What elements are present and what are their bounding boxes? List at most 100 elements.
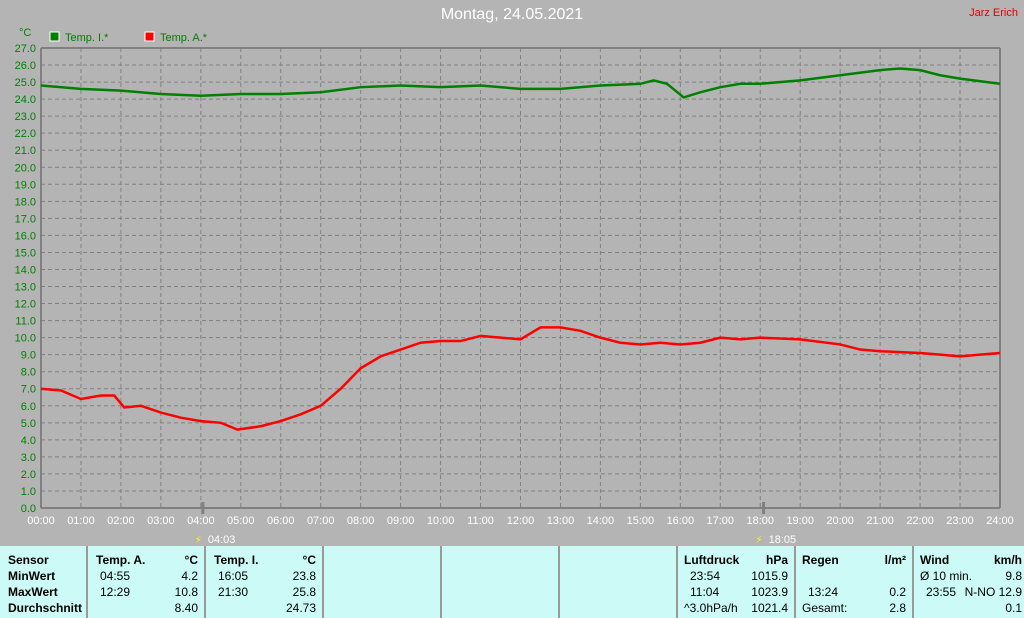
y-tick-label: 5.0 [21, 418, 36, 430]
y-tick-label: 9.0 [21, 350, 36, 362]
temp-a-avg: 8.40 [174, 601, 198, 615]
x-tick-label: 06:00 [267, 515, 295, 527]
x-tick-label: 05:00 [227, 515, 255, 527]
wind-column: Wind km/h Ø 10 min. 9.8 23:55 N-NO 12.9 0.1 [914, 546, 1024, 618]
y-axis-unit: °C [19, 27, 31, 39]
y-tick-label: 0.0 [21, 503, 36, 515]
pressure-min-time: 23:54 [690, 569, 721, 583]
legend-swatch [49, 31, 60, 42]
y-tick-label: 8.0 [21, 367, 36, 379]
author-label: Jarz Erich [969, 7, 1018, 19]
wind-avg: 9.8 [1005, 569, 1022, 583]
temp-a-min-time: 04:55 [100, 569, 131, 583]
temp-i-header: Temp. I. [214, 553, 259, 567]
y-tick-label: 23.0 [15, 111, 36, 123]
x-tick-label: 07:00 [307, 515, 335, 527]
empty-column [442, 546, 560, 618]
y-tick-label: 27.0 [15, 43, 36, 55]
max-label: MaxWert [8, 585, 58, 599]
x-tick-label: 22:00 [906, 515, 934, 527]
x-tick-label: 17:00 [707, 515, 735, 527]
x-tick-label: 03:00 [147, 515, 175, 527]
y-tick-label: 10.0 [15, 333, 36, 345]
x-tick-label: 14:00 [587, 515, 615, 527]
avg-label: Durchschnitt [8, 601, 83, 615]
wind-max: N-NO 12.9 [964, 585, 1022, 599]
temperature-chart: 0.0 1.0 2.0 3.0 4.0 5.0 6.0 7.0 8.0 9.0 10.0 11.0 12… [15, 27, 1014, 546]
y-tick-label: 16.0 [15, 230, 36, 242]
pressure-trend: ^3.0hPa/h [684, 601, 738, 615]
temp-i-column: Temp. I. °C 16:05 23.8 21:30 25.8 24.73 [206, 546, 324, 618]
temp-a-header: Temp. A. [96, 553, 146, 567]
y-tick-label: 11.0 [15, 316, 36, 328]
rain-unit: l/m² [884, 553, 906, 567]
sunrise-icon: ⚡ [195, 535, 202, 546]
x-tick-label: 11:00 [467, 515, 494, 527]
temp-i-min: 23.8 [292, 569, 316, 583]
pressure-current: 1021.4 [751, 601, 788, 615]
y-tick-label: 17.0 [15, 213, 36, 225]
series-line-temp-a [40, 326, 1001, 431]
series-line-temp-i [40, 67, 1001, 99]
x-tick-label: 00:00 [27, 515, 55, 527]
rain-total: 2.8 [889, 601, 906, 615]
temp-i-max-time: 21:30 [218, 585, 249, 599]
temp-i-max: 25.8 [292, 585, 316, 599]
stats-table: Sensor MinWert MaxWert Durchschnitt Temp… [0, 546, 1024, 618]
pressure-min: 1015.9 [751, 569, 788, 583]
min-label: MinWert [8, 569, 56, 583]
empty-column [560, 546, 678, 618]
pressure-column: Luftdruck hPa 23:54 1015.9 11:04 1023.9 ^3.… [678, 546, 796, 618]
temp-i-unit: °C [302, 553, 316, 567]
pressure-unit: hPa [765, 553, 788, 567]
sensor-column: Sensor MinWert MaxWert Durchschnitt [0, 546, 88, 618]
legend-swatch [144, 31, 155, 42]
y-tick-label: 26.0 [15, 60, 36, 72]
temp-i-min-time: 16:05 [218, 569, 249, 583]
rain-column: Regen l/m² 13:24 0.2 Gesamt: 2.8 [796, 546, 914, 618]
x-tick-label: 21:00 [866, 515, 894, 527]
temp-a-column: Temp. A. °C 04:55 4.2 12:29 10.8 8.40 [88, 546, 206, 618]
y-tick-label: 15.0 [15, 247, 36, 259]
y-tick-label: 3.0 [21, 452, 36, 464]
y-tick-label: 12.0 [15, 299, 36, 311]
x-tick-label: 08:00 [347, 515, 375, 527]
y-tick-label: 25.0 [15, 77, 36, 89]
wind-max-time: 23:55 [926, 585, 957, 599]
x-tick-label: 16:00 [667, 515, 695, 527]
y-tick-label: 14.0 [15, 264, 36, 276]
temp-a-max: 10.8 [174, 585, 198, 599]
x-tick-label: 18:00 [746, 515, 774, 527]
wind-current: 0.1 [1005, 601, 1022, 615]
x-tick-label: 15:00 [627, 515, 655, 527]
y-tick-label: 1.0 [21, 486, 36, 498]
temp-a-max-time: 12:29 [100, 585, 131, 599]
wind-header: Wind [920, 553, 950, 567]
y-tick-label: 20.0 [15, 162, 36, 174]
x-tick-label: 04:00 [187, 515, 215, 527]
temp-a-min: 4.2 [181, 569, 198, 583]
pressure-max: 1023.9 [751, 585, 788, 599]
y-tick-label: 19.0 [15, 179, 36, 191]
rain-header: Regen [802, 553, 839, 567]
x-tick-label: 02:00 [107, 515, 135, 527]
sensor-header: Sensor [8, 553, 49, 567]
y-tick-label: 21.0 [15, 145, 36, 157]
y-tick-label: 6.0 [21, 401, 36, 413]
y-tick-label: 2.0 [21, 469, 36, 481]
sunset-icon: ⚡ [756, 535, 763, 546]
pressure-header: Luftdruck [684, 553, 740, 567]
wind-unit: km/h [993, 553, 1022, 567]
rain-total-label: Gesamt: [802, 601, 848, 615]
x-tick-label: 12:00 [507, 515, 535, 527]
x-tick-label: 13:00 [547, 515, 575, 527]
y-tick-label: 7.0 [21, 384, 36, 396]
pressure-max-time: 11:04 [690, 585, 720, 599]
empty-column [324, 546, 442, 618]
wind-avg-label: Ø 10 min. [920, 569, 973, 583]
rain-time: 13:24 [808, 585, 839, 599]
x-tick-label: 20:00 [826, 515, 854, 527]
y-tick-label: 24.0 [15, 94, 36, 106]
x-tick-label: 09:00 [387, 515, 415, 527]
y-tick-label: 13.0 [15, 282, 36, 294]
